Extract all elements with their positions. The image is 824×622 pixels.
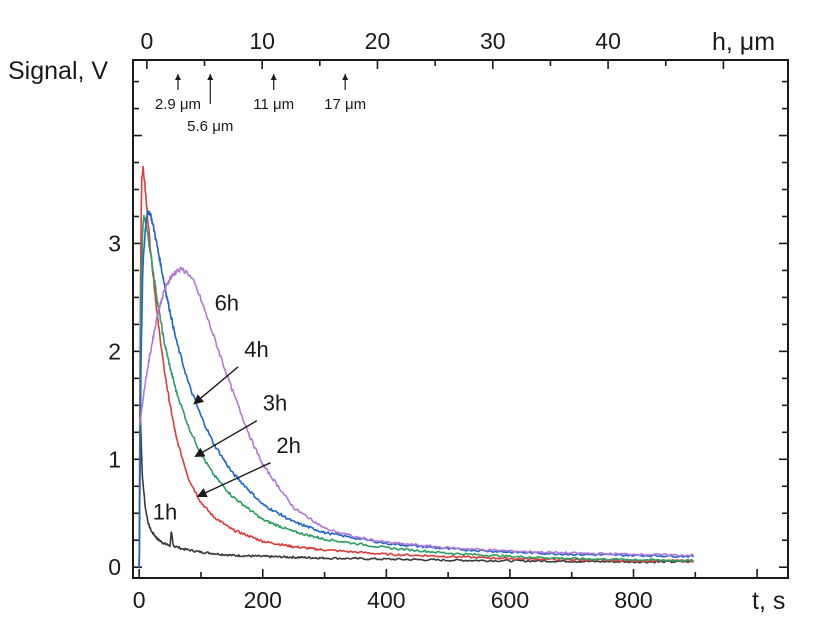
x2-tick-label: 20 — [365, 28, 391, 54]
depth-marker-label: 17 μm — [324, 96, 366, 113]
y-axis-title: Signal, V — [8, 57, 108, 85]
x-tick-label: 200 — [244, 587, 282, 613]
x-tick-label: 400 — [367, 587, 405, 613]
series-annotation: 4h — [244, 337, 268, 362]
series-line-1h — [138, 418, 694, 568]
depth-marker-arrowhead — [207, 74, 214, 80]
series-annotation: 3h — [263, 391, 287, 416]
x-tick-label: 600 — [491, 587, 529, 613]
depth-marker-label: 11 μm — [253, 96, 294, 113]
depth-marker-label: 5.6 μm — [187, 118, 233, 135]
y-tick-label: 1 — [108, 446, 121, 472]
annotation-arrow — [194, 420, 258, 458]
series-layer — [138, 165, 695, 568]
x2-tick-label: 10 — [249, 28, 275, 54]
depth-marker-arrowhead — [174, 74, 181, 80]
x-axis-title: t, s — [752, 587, 785, 615]
depth-markers: 2.9 μm 5.6 μm 11 μm 17 μm — [155, 74, 366, 135]
series-line-2h — [138, 165, 694, 568]
series-annotation: 1h — [153, 500, 177, 525]
y-tick-label: 0 — [108, 554, 121, 580]
series-annotation: 6h — [215, 290, 239, 315]
plot-frame — [132, 59, 789, 579]
series-line-4h — [138, 210, 695, 567]
annotation-arrow — [193, 366, 239, 405]
x2-tick-label: 40 — [595, 28, 621, 54]
depth-marker-label: 2.9 μm — [155, 96, 201, 113]
x2-tick-label: 0 — [140, 28, 153, 54]
series-line-3h — [138, 214, 695, 568]
x-tick-label: 800 — [614, 587, 652, 613]
y-tick-label: 2 — [108, 338, 121, 364]
annotation-arrow — [196, 462, 271, 498]
minor-ticks — [133, 60, 788, 578]
x-tick-label: 0 — [133, 587, 146, 613]
depth-marker-arrowhead — [270, 74, 277, 80]
depth-marker-arrowhead — [342, 74, 349, 80]
series-line-6h — [138, 266, 694, 557]
x2-axis-title: h, μm — [712, 28, 775, 56]
x2-tick-label: 30 — [480, 28, 506, 54]
series-annotation: 2h — [276, 433, 300, 458]
y-tick-label: 3 — [108, 230, 121, 256]
